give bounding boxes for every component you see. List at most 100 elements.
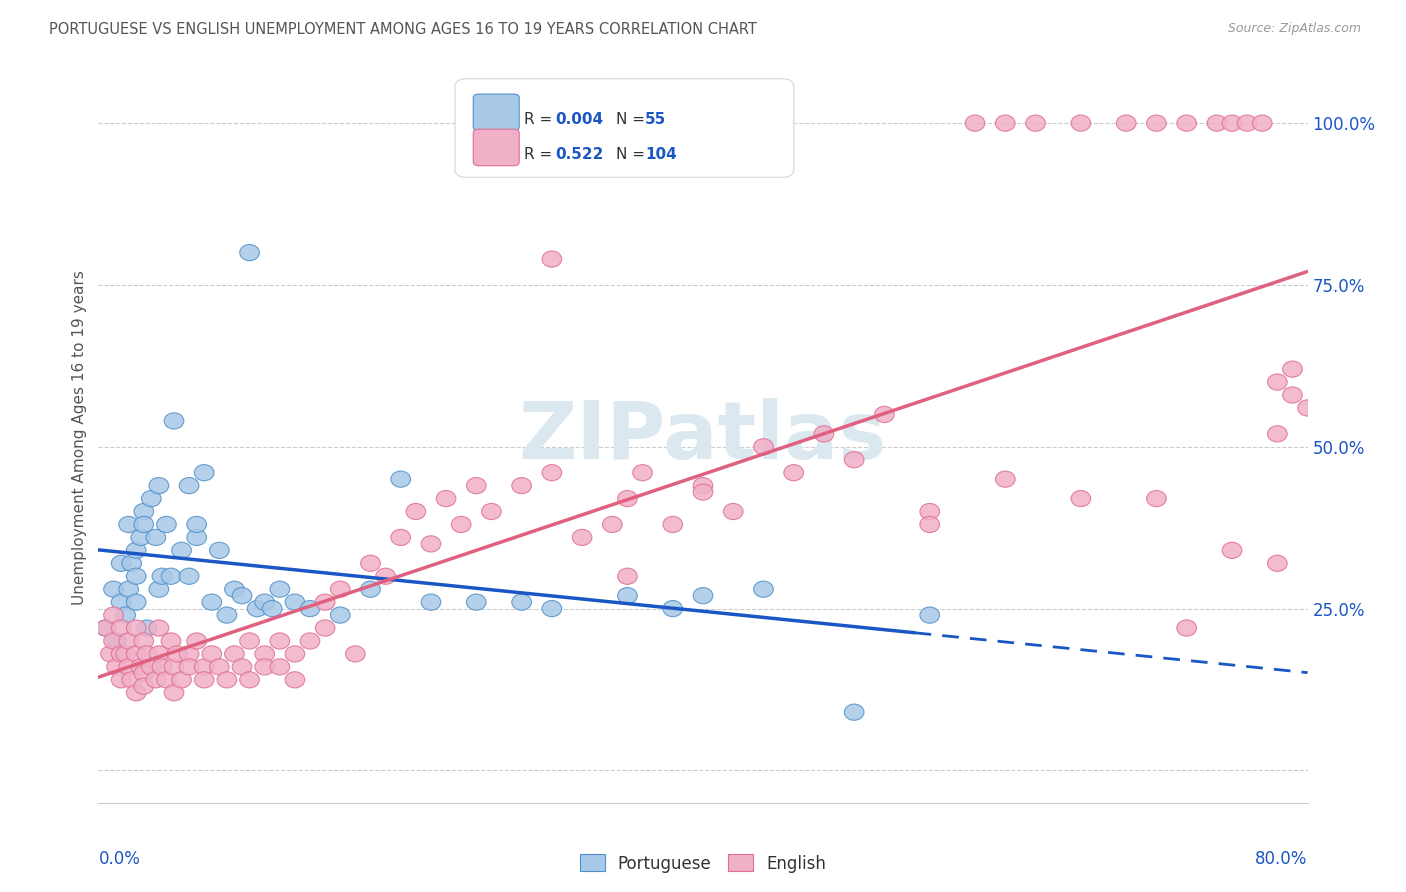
Ellipse shape: [467, 477, 486, 493]
Ellipse shape: [115, 607, 135, 624]
Ellipse shape: [111, 672, 131, 688]
Ellipse shape: [633, 465, 652, 481]
Ellipse shape: [240, 633, 259, 649]
Ellipse shape: [104, 633, 124, 649]
Ellipse shape: [146, 529, 166, 546]
Ellipse shape: [202, 594, 222, 610]
Text: 104: 104: [645, 147, 676, 162]
Ellipse shape: [172, 542, 191, 558]
Ellipse shape: [120, 659, 138, 675]
Ellipse shape: [209, 542, 229, 558]
Ellipse shape: [1071, 115, 1091, 131]
Ellipse shape: [814, 425, 834, 442]
Ellipse shape: [845, 451, 863, 467]
Ellipse shape: [194, 659, 214, 675]
Ellipse shape: [111, 646, 131, 662]
Ellipse shape: [247, 600, 267, 616]
Ellipse shape: [920, 503, 939, 520]
Ellipse shape: [180, 646, 198, 662]
Text: R =: R =: [524, 147, 557, 162]
Text: Source: ZipAtlas.com: Source: ZipAtlas.com: [1227, 22, 1361, 36]
Ellipse shape: [149, 646, 169, 662]
Ellipse shape: [1026, 115, 1045, 131]
Ellipse shape: [543, 251, 561, 268]
Ellipse shape: [617, 491, 637, 507]
Ellipse shape: [1147, 491, 1166, 507]
Text: N =: N =: [616, 112, 650, 128]
Ellipse shape: [1222, 115, 1241, 131]
Ellipse shape: [391, 471, 411, 487]
Ellipse shape: [422, 536, 440, 552]
Ellipse shape: [543, 465, 561, 481]
Ellipse shape: [361, 581, 380, 598]
Ellipse shape: [482, 503, 501, 520]
Ellipse shape: [156, 672, 176, 688]
Ellipse shape: [315, 594, 335, 610]
Ellipse shape: [180, 568, 198, 584]
Ellipse shape: [346, 646, 366, 662]
Ellipse shape: [217, 672, 236, 688]
Ellipse shape: [127, 646, 146, 662]
Ellipse shape: [724, 503, 742, 520]
Ellipse shape: [107, 659, 127, 675]
Ellipse shape: [187, 633, 207, 649]
Ellipse shape: [285, 672, 305, 688]
Ellipse shape: [254, 646, 274, 662]
Ellipse shape: [920, 516, 939, 533]
Text: 80.0%: 80.0%: [1256, 850, 1308, 868]
Ellipse shape: [254, 659, 274, 675]
Ellipse shape: [122, 555, 142, 572]
Ellipse shape: [330, 607, 350, 624]
Ellipse shape: [1147, 115, 1166, 131]
Ellipse shape: [422, 594, 440, 610]
FancyBboxPatch shape: [474, 94, 519, 130]
Ellipse shape: [1237, 115, 1257, 131]
Ellipse shape: [1222, 542, 1241, 558]
Ellipse shape: [180, 477, 198, 493]
Ellipse shape: [1116, 115, 1136, 131]
Text: 0.522: 0.522: [555, 147, 603, 162]
Ellipse shape: [127, 568, 146, 584]
Ellipse shape: [467, 594, 486, 610]
Ellipse shape: [122, 672, 142, 688]
Legend: Portuguese, English: Portuguese, English: [572, 847, 834, 880]
Text: 0.004: 0.004: [555, 112, 603, 128]
Ellipse shape: [1268, 425, 1286, 442]
Ellipse shape: [875, 407, 894, 423]
Ellipse shape: [172, 672, 191, 688]
Ellipse shape: [572, 529, 592, 546]
Ellipse shape: [96, 620, 115, 636]
Ellipse shape: [315, 620, 335, 636]
Ellipse shape: [603, 516, 621, 533]
Ellipse shape: [1268, 374, 1286, 390]
Ellipse shape: [162, 633, 181, 649]
Ellipse shape: [436, 491, 456, 507]
Ellipse shape: [664, 600, 682, 616]
Ellipse shape: [693, 477, 713, 493]
Ellipse shape: [127, 685, 146, 701]
Ellipse shape: [263, 600, 283, 616]
Text: R =: R =: [524, 112, 557, 128]
Ellipse shape: [209, 659, 229, 675]
Ellipse shape: [225, 581, 245, 598]
Ellipse shape: [134, 665, 153, 681]
Ellipse shape: [115, 646, 135, 662]
Ellipse shape: [165, 413, 184, 429]
Ellipse shape: [202, 646, 222, 662]
Ellipse shape: [240, 244, 259, 260]
Ellipse shape: [127, 620, 146, 636]
Ellipse shape: [301, 633, 319, 649]
Ellipse shape: [1268, 555, 1286, 572]
Ellipse shape: [146, 672, 166, 688]
Ellipse shape: [232, 659, 252, 675]
Ellipse shape: [512, 594, 531, 610]
Ellipse shape: [617, 588, 637, 604]
Ellipse shape: [270, 581, 290, 598]
Ellipse shape: [285, 646, 305, 662]
Ellipse shape: [104, 581, 124, 598]
Ellipse shape: [1208, 115, 1226, 131]
Ellipse shape: [1282, 361, 1302, 377]
Ellipse shape: [142, 491, 162, 507]
Ellipse shape: [754, 439, 773, 455]
Ellipse shape: [845, 704, 863, 720]
